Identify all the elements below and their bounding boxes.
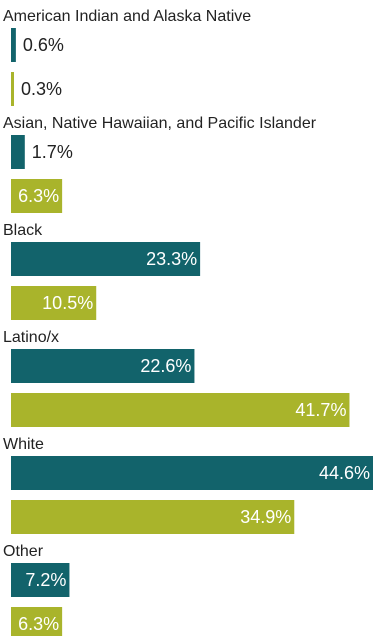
bar-series-2	[11, 286, 97, 320]
category-label: Latino/x	[3, 329, 59, 346]
data-label: 6.3%	[18, 614, 59, 634]
data-label: 6.3%	[18, 186, 59, 206]
data-label: 0.3%	[21, 79, 62, 99]
data-label: 1.7%	[32, 142, 73, 162]
category-label: Other	[3, 543, 44, 560]
bar-series-1	[11, 456, 373, 490]
bar-series-1	[11, 135, 25, 169]
bar-series-2	[11, 72, 14, 106]
bar-series-1	[11, 242, 201, 276]
bar-series-1	[11, 349, 195, 383]
category-label: Black	[3, 222, 43, 239]
category-label: White	[3, 436, 44, 453]
bar-series-2	[11, 607, 63, 636]
data-label: 7.2%	[25, 570, 66, 590]
data-label: 0.6%	[23, 35, 64, 55]
data-label: 41.7%	[295, 400, 346, 420]
bar-series-1	[11, 563, 70, 597]
data-label: 34.9%	[240, 507, 291, 527]
data-label: 44.6%	[319, 463, 370, 483]
data-label: 10.5%	[42, 293, 93, 313]
category-label: Asian, Native Hawaiian, and Pacific Isla…	[3, 115, 317, 132]
bar-series-2	[11, 179, 63, 213]
data-label: 23.3%	[146, 249, 197, 269]
bar-series-1	[11, 28, 16, 62]
bar-series-2	[11, 500, 295, 534]
data-label: 22.6%	[140, 356, 191, 376]
category-label: American Indian and Alaska Native	[3, 8, 251, 25]
bar-series-2	[11, 393, 350, 427]
